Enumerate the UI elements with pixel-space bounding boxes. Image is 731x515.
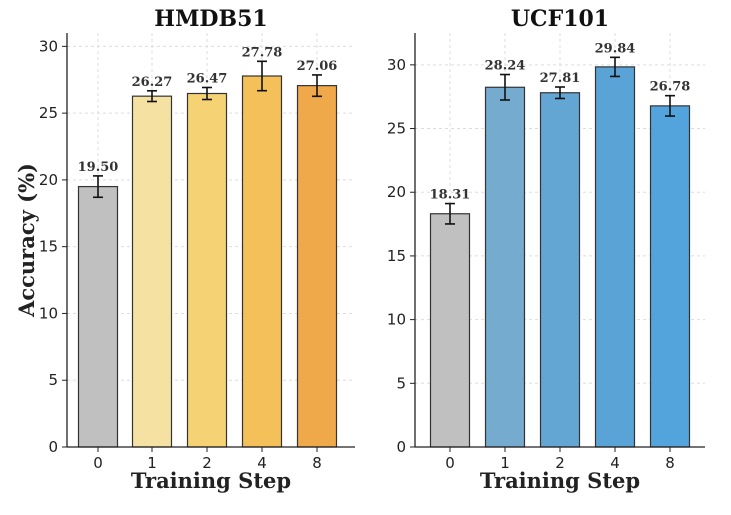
y-tick-label: 10 [39,304,58,322]
y-tick-label: 20 [387,183,406,201]
y-tick-label: 25 [39,104,58,122]
bar-0 [77,185,119,448]
x-tick-label: 2 [202,454,212,472]
bar-4 [594,66,636,448]
y-tick-label: 30 [387,56,406,74]
bar-0 [429,213,471,448]
panel-hmdb51: 0 5 10 15 20 25 30 19.50 0 26.27 1 26.47 2 27.78 4 27.0… [14,6,355,493]
y-tick-label: 15 [39,238,58,256]
y-tick-label: 10 [387,311,406,329]
x-tick-label: 4 [257,454,267,472]
bar-1 [131,95,173,448]
data-label: 19.50 [78,160,119,175]
data-label: 27.81 [540,71,581,86]
bar-8 [296,85,338,448]
data-label: 28.24 [485,59,526,74]
data-label: 26.78 [650,80,691,95]
x-tick-label: 2 [555,454,565,472]
x-axis-label: Training Step [480,468,640,493]
y-axis-label: Accuracy (%) [14,163,39,318]
x-tick-label: 8 [312,454,322,472]
chart-title: HMDB51 [154,6,267,32]
data-label: 27.78 [242,45,283,60]
data-label: 27.06 [297,59,338,74]
x-tick-label: 8 [665,454,675,472]
y-tick-label: 25 [387,120,406,138]
x-tick-label: 0 [93,454,103,472]
panel-ucf101: 0 5 10 15 20 25 30 18.31 0 28.24 1 27.81 2 29.84 4 26.7… [387,6,705,493]
bar-8 [649,105,691,448]
data-label: 18.31 [430,188,471,203]
data-label: 26.27 [132,75,173,90]
bar-2 [539,92,581,448]
x-tick-label: 1 [500,454,510,472]
y-tick-label: 0 [48,438,58,456]
y-tick-label: 15 [387,247,406,265]
bar-2 [186,92,228,448]
y-tick-label: 5 [48,371,58,389]
data-label: 29.84 [595,41,636,56]
x-tick-label: 0 [445,454,455,472]
chart-title: UCF101 [511,6,609,32]
y-tick-label: 0 [396,438,406,456]
y-tick-label: 20 [39,171,58,189]
x-tick-label: 1 [147,454,157,472]
data-label: 26.47 [187,71,228,86]
x-axis-label: Training Step [131,468,291,493]
y-tick-label: 5 [396,374,406,392]
x-tick-label: 4 [610,454,620,472]
bar-4 [241,75,283,448]
y-tick-label: 30 [39,37,58,55]
bar-1 [484,86,526,448]
